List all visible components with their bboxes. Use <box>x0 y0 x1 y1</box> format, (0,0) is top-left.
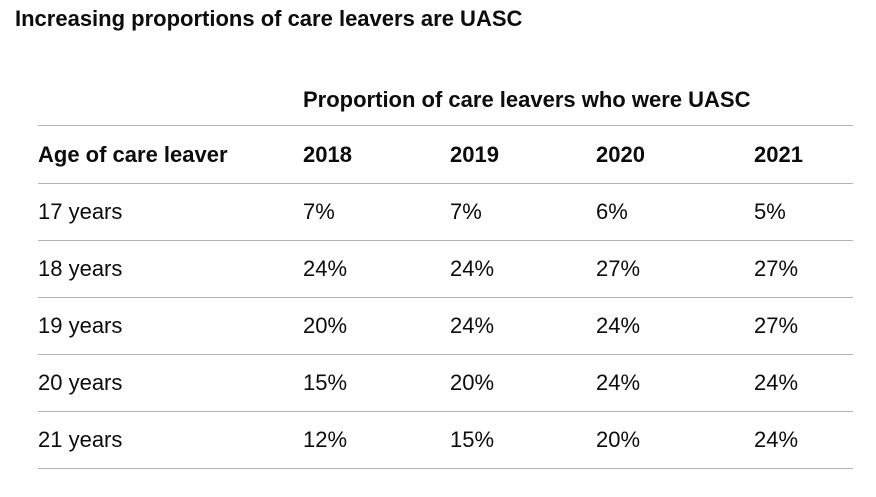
table-cell: 27% <box>754 313 799 338</box>
table-cell: 24% <box>596 313 641 338</box>
divider <box>38 183 853 184</box>
table-cell: 24% <box>596 370 641 395</box>
table-cell: 24% <box>754 427 799 452</box>
table-cell: 24% <box>450 256 495 281</box>
divider <box>38 411 853 412</box>
row-label: 21 years <box>38 427 123 452</box>
row-label: 18 years <box>38 256 123 281</box>
table-cell: 20% <box>450 370 495 395</box>
divider <box>38 354 853 355</box>
table-cell: 24% <box>754 370 799 395</box>
table-cell: 27% <box>754 256 799 281</box>
table-cell: 27% <box>596 256 641 281</box>
row-label: 17 years <box>38 199 123 224</box>
table-cell: 7% <box>450 199 482 224</box>
row-label: 20 years <box>38 370 123 395</box>
group-column-header: Proportion of care leavers who were UASC <box>303 87 751 112</box>
row-label: 19 years <box>38 313 123 338</box>
table-cell: 15% <box>450 427 495 452</box>
table-cell: 20% <box>303 313 348 338</box>
table-cell: 20% <box>596 427 641 452</box>
table-cell: 24% <box>303 256 348 281</box>
column-header-2020: 2020 <box>596 142 645 167</box>
divider <box>38 240 853 241</box>
table-row: 20 years 15% 20% 24% 24% <box>0 355 876 411</box>
column-header-2019: 2019 <box>450 142 499 167</box>
table-row: 19 years 20% 24% 24% 27% <box>0 298 876 354</box>
divider <box>38 297 853 298</box>
column-header-2018: 2018 <box>303 142 352 167</box>
table-cell: 24% <box>450 313 495 338</box>
header-row: Age of care leaver 2018 2019 2020 2021 <box>0 127 876 183</box>
table-cell: 12% <box>303 427 348 452</box>
table-row: 17 years 7% 7% 6% 5% <box>0 184 876 240</box>
column-header-2021: 2021 <box>754 142 803 167</box>
table-cell: 6% <box>596 199 628 224</box>
table-row: 21 years 12% 15% 20% 24% <box>0 412 876 468</box>
divider <box>38 468 853 469</box>
column-header-age: Age of care leaver <box>38 142 228 167</box>
table-cell: 5% <box>754 199 786 224</box>
table-cell: 15% <box>303 370 348 395</box>
table-cell: 7% <box>303 199 335 224</box>
table-row: 18 years 24% 24% 27% 27% <box>0 241 876 297</box>
table-title: Increasing proportions of care leavers a… <box>15 6 523 31</box>
divider <box>38 125 853 126</box>
